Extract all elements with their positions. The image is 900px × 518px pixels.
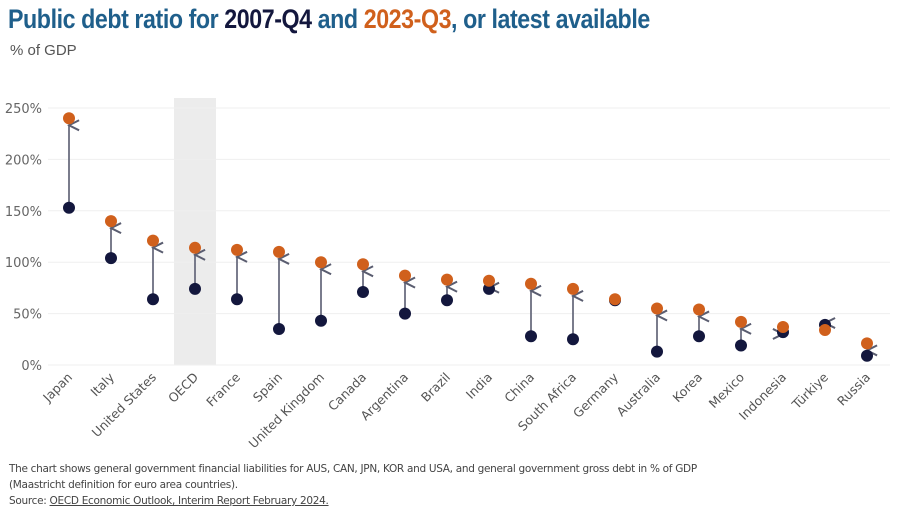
point-2023-germany [609, 293, 621, 306]
point-2023-mexico [735, 315, 747, 328]
source-prefix: Source: [9, 495, 50, 507]
point-2023-argentina [399, 269, 411, 282]
point-2007-canada [357, 286, 369, 299]
xtick-label-italy: Italy [87, 369, 117, 399]
point-2007-spain [273, 323, 285, 336]
note-line-2: (Maastricht definition for euro area cou… [9, 479, 238, 491]
point-2007-mexico [735, 339, 747, 352]
xtick-label-germany: Germany [570, 369, 622, 421]
xtick-label-spain: Spain [250, 370, 285, 405]
point-2007-france [231, 293, 243, 306]
point-2023-united-states [147, 234, 159, 247]
point-2007-china [525, 330, 537, 343]
note-line-1: The chart shows general government finan… [9, 463, 697, 475]
point-2023-canada [357, 258, 369, 271]
xtick-label-mexico: Mexico [706, 370, 747, 411]
xtick-label-france: France [203, 369, 243, 409]
point-2007-united-kingdom [315, 314, 327, 327]
source-link[interactable]: OECD Economic Outlook, Interim Report Fe… [49, 495, 329, 507]
xtick-label-brazil: Brazil [418, 370, 453, 405]
xtick-label-russia: Russia [834, 370, 873, 409]
point-2007-argentina [399, 307, 411, 320]
ytick-label-200: 200% [5, 153, 42, 168]
ytick-label-250: 250% [5, 102, 42, 117]
point-2007-south-africa [567, 333, 579, 346]
xtick-label-japan: Japan [39, 370, 75, 406]
point-2023-italy [105, 215, 117, 228]
point-2007-italy [105, 252, 117, 265]
point-2023-t-rkiye [819, 324, 831, 337]
point-2007-japan [63, 201, 75, 214]
ytick-label-50: 50% [13, 308, 42, 323]
point-2007-korea [693, 330, 705, 343]
point-2007-australia [651, 345, 663, 358]
xtick-label-korea: Korea [669, 370, 705, 406]
point-2023-spain [273, 245, 285, 258]
point-2007-india [483, 282, 495, 295]
point-2023-south-africa [567, 282, 579, 295]
point-2023-oecd [189, 241, 201, 254]
point-2023-united-kingdom [315, 256, 327, 269]
point-2007-united-states [147, 293, 159, 306]
xtick-label-t-rkiye: Türkiye [788, 369, 831, 412]
point-2007-russia [861, 349, 873, 362]
point-2023-india [483, 274, 495, 287]
point-2023-brazil [441, 273, 453, 286]
xtick-label-oecd: OECD [165, 370, 201, 406]
point-2023-indonesia [777, 320, 789, 333]
ytick-label-100: 100% [5, 256, 42, 271]
point-2023-australia [651, 302, 663, 315]
title-suffix: , or latest available [451, 4, 650, 34]
xtick-label-china: China [501, 370, 537, 406]
chart-notes: The chart shows general government finan… [9, 461, 697, 509]
ytick-label-0: 0% [21, 359, 42, 374]
point-2023-japan [63, 112, 75, 125]
title-series-2007: 2007-Q4 [224, 4, 312, 34]
chart-subtitle: % of GDP [10, 42, 77, 59]
xtick-label-united-kingdom: United Kingdom [246, 370, 328, 452]
title-series-2023: 2023-Q3 [363, 4, 452, 34]
xtick-label-india: India [463, 370, 495, 402]
point-2023-korea [693, 303, 705, 316]
chart-title: Public debt ratio for 2007-Q4 and 2023-Q… [8, 4, 650, 35]
highlight-band-oecd [174, 98, 216, 365]
ytick-label-150: 150% [5, 205, 42, 220]
point-2023-france [231, 243, 243, 256]
point-2007-oecd [189, 282, 201, 295]
title-prefix: Public debt ratio for [8, 4, 225, 34]
title-middle: and [311, 4, 364, 34]
point-2023-russia [861, 337, 873, 350]
xtick-label-australia: Australia [613, 370, 663, 420]
source-line: Source: OECD Economic Outlook, Interim R… [9, 493, 697, 509]
point-2007-brazil [441, 294, 453, 307]
point-2023-china [525, 277, 537, 290]
